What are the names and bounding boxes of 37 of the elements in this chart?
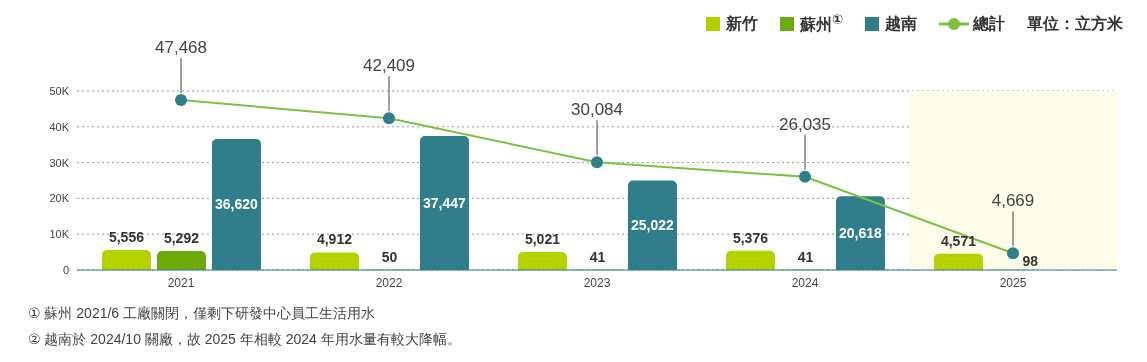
data-label: 5,376 [732,229,769,246]
x-tick-label: 2022 [375,275,403,290]
legend-label: 總計 [973,13,1005,34]
text: ① 蘇州 2021/6 工廠關閉，僅剩下研發中心員工生活用水 [28,304,377,323]
data-label: 4,669 [991,191,1035,211]
data-label: 37,447 [423,194,467,211]
data-label: 20,618 [839,225,883,242]
x-tick-label: 2024 [791,275,819,290]
y-tick-label: 10K [49,228,70,241]
data-label: 26,035 [779,114,831,134]
y-tick-label: 0 [62,263,69,276]
y-tick-label: 50K [49,84,70,97]
data-label: 5,556 [108,229,145,246]
x-tick-label: 2021 [167,275,195,290]
data-label: 41 [797,248,814,265]
x-tick-label: 2023 [583,275,611,290]
data-label: 47,468 [155,38,207,58]
y-tick-label: 30K [49,156,70,169]
data-label: 36,620 [215,196,259,213]
data-label: 98 [1022,252,1039,269]
legend-label: 越南 [885,13,917,34]
text: 單位：立方米 [1027,13,1123,34]
data-label: 42,409 [363,56,415,76]
y-tick-label: 20K [49,192,70,205]
data-label: 30,084 [571,100,623,120]
y-tick-label: 40K [49,120,70,133]
text: ② 越南於 2024/10 關廠，故 2025 年相較 2024 年用水量有較大降幅。 [28,330,462,349]
data-label: 4,571 [940,232,977,249]
data-label: 50 [381,248,398,265]
x-tick-label: 2025 [999,275,1027,290]
data-label: 41 [589,248,606,265]
data-label: 25,022 [631,217,675,234]
data-label: 4,912 [316,231,353,248]
data-label: 5,292 [163,230,200,247]
legend-label: 蘇州$^{①}$ [799,12,843,36]
data-label: 5,021 [524,231,561,248]
legend-label: 新竹 [725,13,758,34]
